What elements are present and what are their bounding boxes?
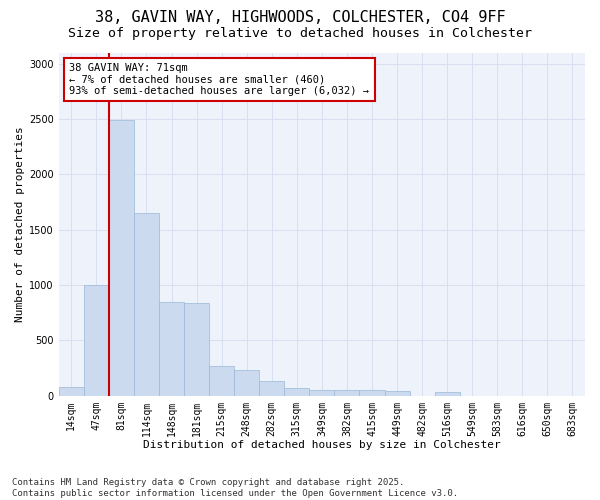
Bar xyxy=(109,120,134,396)
Bar xyxy=(84,285,109,396)
Bar xyxy=(209,366,234,396)
Y-axis label: Number of detached properties: Number of detached properties xyxy=(15,126,25,322)
Text: 38 GAVIN WAY: 71sqm
← 7% of detached houses are smaller (460)
93% of semi-detach: 38 GAVIN WAY: 71sqm ← 7% of detached hou… xyxy=(70,63,370,96)
Text: Size of property relative to detached houses in Colchester: Size of property relative to detached ho… xyxy=(68,28,532,40)
Bar xyxy=(434,392,460,396)
Bar xyxy=(385,390,410,396)
Bar xyxy=(134,213,159,396)
Bar xyxy=(310,390,334,396)
Text: 38, GAVIN WAY, HIGHWOODS, COLCHESTER, CO4 9FF: 38, GAVIN WAY, HIGHWOODS, COLCHESTER, CO… xyxy=(95,10,505,25)
Text: Contains HM Land Registry data © Crown copyright and database right 2025.
Contai: Contains HM Land Registry data © Crown c… xyxy=(12,478,458,498)
Bar xyxy=(234,370,259,396)
Bar xyxy=(259,382,284,396)
Bar xyxy=(284,388,310,396)
Bar xyxy=(184,302,209,396)
Bar xyxy=(159,302,184,396)
Bar xyxy=(359,390,385,396)
Bar xyxy=(59,388,84,396)
X-axis label: Distribution of detached houses by size in Colchester: Distribution of detached houses by size … xyxy=(143,440,501,450)
Bar xyxy=(334,390,359,396)
